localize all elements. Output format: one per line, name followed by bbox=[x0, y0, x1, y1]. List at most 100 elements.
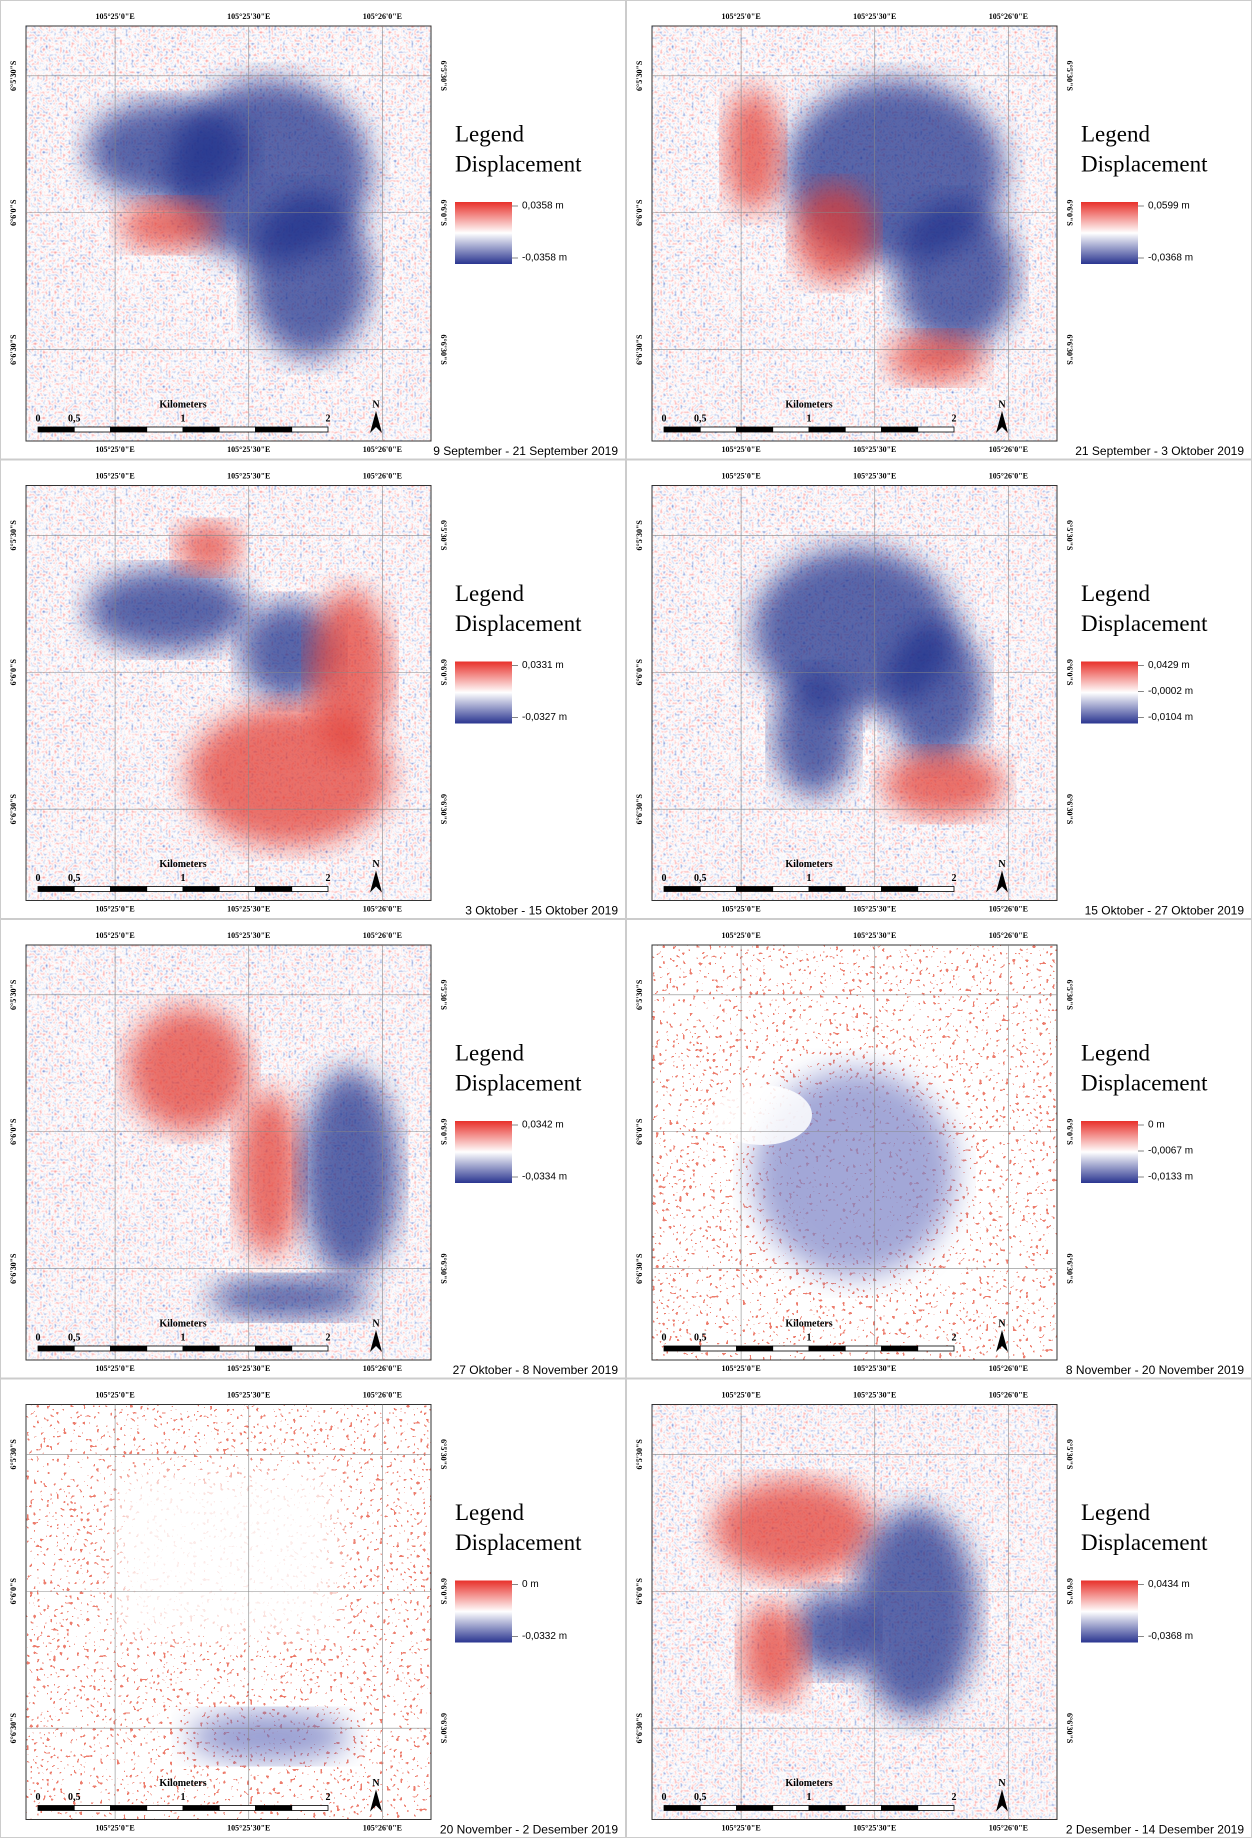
legend-label: 0,0599 m bbox=[1148, 201, 1190, 212]
scale-segment bbox=[664, 1346, 700, 1351]
color-bar bbox=[1081, 202, 1138, 264]
scale-segment bbox=[292, 427, 328, 432]
scale-segment bbox=[256, 1806, 292, 1811]
scale-segment bbox=[737, 1806, 773, 1811]
lat-label: 6°6'0"S bbox=[635, 199, 644, 226]
caption: 27 Oktober - 8 November 2019 bbox=[453, 1363, 619, 1377]
scale-segment bbox=[882, 427, 918, 432]
displacement-blob bbox=[895, 200, 1017, 349]
lat-label: 6°6'0"S bbox=[9, 199, 18, 226]
scale-segment bbox=[845, 887, 881, 892]
map-panel: 105°25'0"E 105°25'0"E 105°25'30"E 105°25'30… bbox=[1, 460, 626, 919]
lon-label: 105°25'30"E bbox=[227, 904, 270, 913]
displacement-blob bbox=[237, 1090, 302, 1256]
scale-segment bbox=[38, 887, 74, 892]
lon-label: 105°26'0"E bbox=[989, 445, 1028, 454]
scale-segment bbox=[147, 427, 183, 432]
lat-label: 6°5'30"S bbox=[1065, 520, 1074, 551]
map-panel: 105°25'0"E105°25'0"E105°25'30"E105°25'30… bbox=[1, 920, 626, 1379]
legend-title: Legend bbox=[1081, 121, 1150, 146]
lat-label: 6°6'30"S bbox=[1065, 794, 1074, 825]
scale-segment bbox=[183, 887, 219, 892]
scale-segment bbox=[882, 1806, 918, 1811]
scale-segment bbox=[700, 1806, 736, 1811]
scale-segment bbox=[111, 427, 147, 432]
color-bar bbox=[1081, 1121, 1138, 1183]
lat-label: 6°6'30"S bbox=[439, 1254, 448, 1285]
scale-label: 0 bbox=[662, 1792, 667, 1803]
lat-label: 6°6'0"S bbox=[9, 1578, 18, 1605]
scale-segment bbox=[664, 887, 700, 892]
scale-label: 2 bbox=[952, 873, 957, 884]
scale-segment bbox=[292, 1806, 328, 1811]
lon-label: 105°25'30"E bbox=[853, 904, 896, 913]
caption: 2 Desember - 14 Desember 2019 bbox=[1066, 1823, 1244, 1837]
north-label: N bbox=[372, 399, 380, 410]
scale-label: 2 bbox=[952, 1332, 957, 1343]
scale-unit: Kilometers bbox=[159, 1778, 206, 1789]
scale-unit: Kilometers bbox=[785, 859, 832, 870]
legend-label: -0,0067 m bbox=[1148, 1146, 1193, 1157]
lon-label: 105°25'0"E bbox=[721, 1390, 760, 1399]
displacement-blob bbox=[127, 1007, 249, 1132]
scale-unit: Kilometers bbox=[785, 1318, 832, 1329]
displacement-blob bbox=[855, 1508, 977, 1716]
caption: 20 November - 2 Desember 2019 bbox=[440, 1823, 618, 1837]
scale-segment bbox=[256, 1346, 292, 1351]
color-bar bbox=[455, 202, 512, 264]
scale-segment bbox=[809, 1806, 845, 1811]
color-bar bbox=[455, 1581, 512, 1643]
scale-segment bbox=[111, 1806, 147, 1811]
north-label: N bbox=[998, 1318, 1006, 1329]
scale-unit: Kilometers bbox=[159, 399, 206, 410]
lon-label: 105°25'0"E bbox=[95, 904, 134, 913]
scale-segment bbox=[773, 427, 809, 432]
caption: 9 September - 21 September 2019 bbox=[433, 444, 618, 458]
lon-label: 105°25'0"E bbox=[95, 471, 134, 480]
legend-label: 0 m bbox=[522, 1579, 539, 1590]
lon-label: 105°25'30"E bbox=[853, 1364, 896, 1373]
lon-label: 105°26'0"E bbox=[363, 931, 402, 940]
scale-segment bbox=[38, 1806, 74, 1811]
lat-label: 6°6'0"S bbox=[439, 659, 448, 686]
lon-label: 105°26'0"E bbox=[989, 12, 1028, 21]
lat-label: 6°5'30"S bbox=[9, 979, 18, 1010]
scale-segment bbox=[38, 1346, 74, 1351]
lon-label: 105°26'0"E bbox=[363, 445, 402, 454]
scale-label: 0,5 bbox=[694, 1332, 707, 1343]
displacement-blob bbox=[883, 751, 1005, 817]
displacement-blob bbox=[887, 622, 984, 763]
displacement-blob bbox=[249, 192, 371, 358]
scale-segment bbox=[737, 427, 773, 432]
scale-unit: Kilometers bbox=[159, 1318, 206, 1329]
lat-label: 6°6'30"S bbox=[635, 1712, 644, 1743]
legend-label: -0,0334 m bbox=[522, 1172, 567, 1183]
scale-label: 0,5 bbox=[68, 873, 81, 884]
legend-label: -0,0368 m bbox=[1148, 1631, 1193, 1642]
lat-label: 6°6'30"S bbox=[439, 335, 448, 366]
caption: 21 September - 3 Oktober 2019 bbox=[1075, 444, 1244, 458]
scale-segment bbox=[918, 1806, 954, 1811]
scale-segment bbox=[111, 1346, 147, 1351]
scale-segment bbox=[219, 1806, 255, 1811]
legend-title: Legend bbox=[1081, 1500, 1150, 1525]
scale-label: 0 bbox=[36, 1332, 41, 1343]
lon-label: 105°25'30"E bbox=[227, 471, 270, 480]
lon-label: 105°26'0"E bbox=[989, 1390, 1028, 1399]
lat-label: 6°6'30"S bbox=[635, 334, 644, 365]
lat-label: 6°6'0"S bbox=[1065, 659, 1074, 686]
scale-label: 0,5 bbox=[68, 413, 81, 424]
legend-title: Legend bbox=[1081, 581, 1150, 606]
legend-subtitle: Displacement bbox=[455, 151, 582, 176]
scale-segment bbox=[74, 887, 110, 892]
scale-segment bbox=[219, 1346, 255, 1351]
legend-label: -0,0332 m bbox=[522, 1631, 567, 1642]
lat-label: 6°5'30"S bbox=[9, 60, 18, 91]
lon-label: 105°25'0"E bbox=[721, 904, 760, 913]
scale-segment bbox=[183, 1806, 219, 1811]
lon-label: 105°25'30"E bbox=[227, 931, 270, 940]
map-panel: 105°25'0"E105°25'0"E105°25'30"E105°25'30… bbox=[1, 1, 626, 460]
lat-label: 6°6'0"S bbox=[439, 1578, 448, 1605]
displacement-blob bbox=[119, 200, 216, 250]
lat-label: 6°6'30"S bbox=[1065, 1254, 1074, 1285]
